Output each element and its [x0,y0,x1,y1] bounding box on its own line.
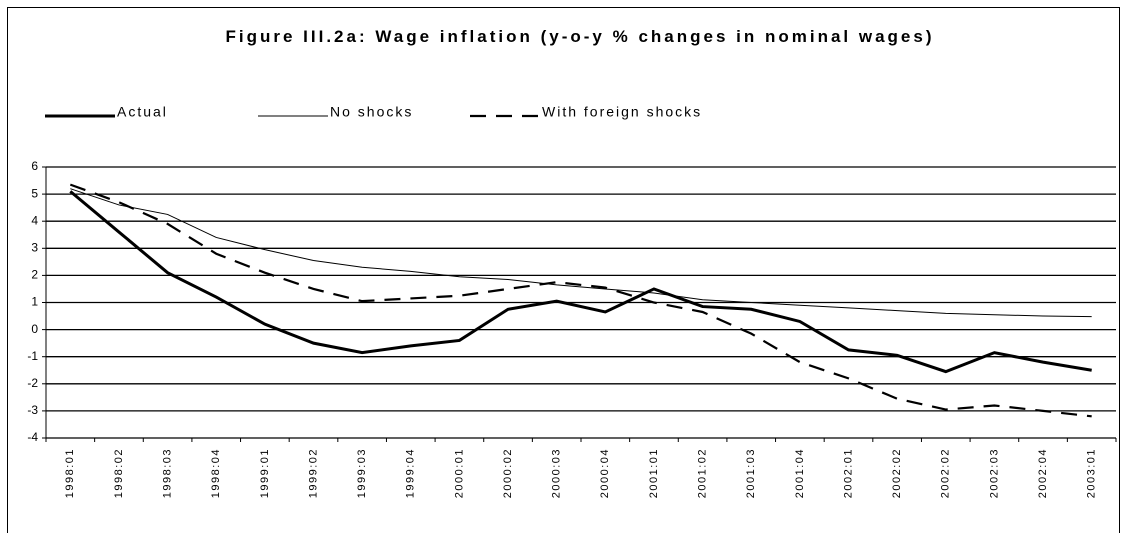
x-tick-label: 1999:03 [356,448,368,498]
x-tick-label: 1998:04 [210,448,222,498]
x-tick-label: 2001:03 [745,448,757,498]
x-tick-label: 1998:02 [113,448,125,498]
y-tick-label: -1 [27,349,38,363]
chart-title: Figure III.2a: Wage inflation (y-o-y % c… [225,27,935,46]
y-tick-label: -4 [27,430,38,444]
x-tick-label: 2001:02 [696,448,708,498]
x-tick-label: 2002:02 [940,448,952,498]
x-tick-label: 2002:01 [842,448,854,498]
x-tick-label: 2002:04 [1037,448,1049,498]
y-tick-label: 5 [31,186,38,200]
series-line [69,183,1092,418]
x-tick-label: 2001:01 [648,448,660,498]
y-tick-label: 3 [31,240,38,254]
series-line [69,190,1092,374]
x-tick-label: 2003:01 [1086,448,1098,498]
series-line [70,188,1092,318]
x-tick-label: 2000:03 [551,448,563,498]
y-tick-label: 1 [31,295,38,309]
x-tick-label: 2000:02 [502,448,514,498]
y-tick-label: 2 [31,268,38,282]
y-tick-label: -3 [27,403,38,417]
legend-label: No shocks [330,104,413,120]
y-tick-label: 0 [31,322,38,336]
x-tick-label: 2002:03 [988,448,1000,498]
y-tick-label: 6 [31,159,38,173]
legend-label: With foreign shocks [542,104,702,120]
x-tick-label: 1999:04 [405,448,417,498]
y-tick-label: -2 [27,376,38,390]
x-tick-label: 1999:01 [259,448,271,498]
x-tick-label: 2002:02 [891,448,903,498]
x-tick-label: 2000:01 [453,448,465,498]
x-tick-label: 2001:04 [794,448,806,498]
x-tick-label: 1998:01 [64,448,76,498]
legend-label: Actual [117,104,168,120]
x-tick-label: 2000:04 [599,448,611,498]
x-tick-label: 1999:02 [307,448,319,498]
chart-frame [7,7,1120,533]
x-tick-label: 1998:03 [161,448,173,498]
y-tick-label: 4 [31,213,38,227]
